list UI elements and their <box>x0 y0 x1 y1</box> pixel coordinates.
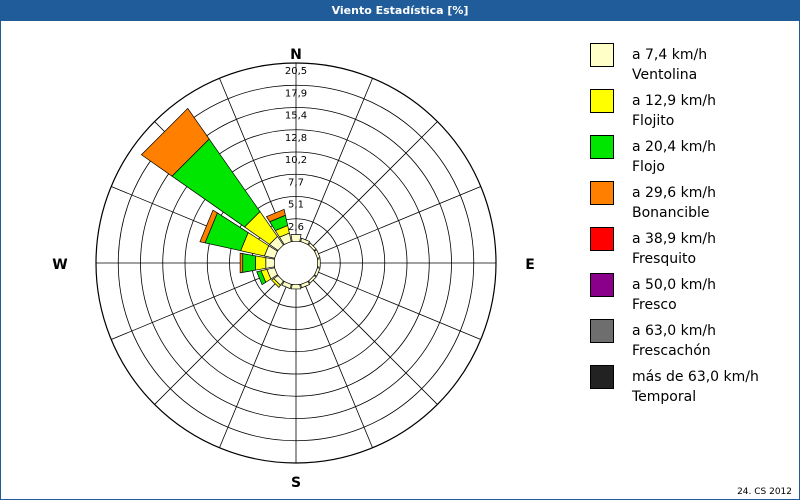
radial-tick-label: 10,2 <box>285 155 307 166</box>
petal-ese-series-0 <box>314 267 321 277</box>
legend-swatch <box>590 135 614 159</box>
legend-label: a 50,0 km/h Fresco <box>632 275 716 315</box>
legend-item: a 7,4 km/h Ventolina <box>590 43 790 89</box>
legend-label: más de 63,0 km/h Temporal <box>632 367 759 407</box>
legend-item: a 38,9 km/h Fresquito <box>590 227 790 273</box>
wind-rose-chart: 2,6 5,1 7,7 10,2 12,8 15,4 17,9 20,5 N E S W <box>52 47 535 491</box>
legend-name: Fresco <box>632 297 677 313</box>
petal-nne-series-0 <box>300 237 311 245</box>
grid-spoke <box>311 278 438 405</box>
petal-w-series-1 <box>255 255 267 271</box>
legend-swatch <box>590 181 614 205</box>
footer-text: 24. CS 2012 <box>737 487 792 497</box>
legend-item: a 50,0 km/h Fresco <box>590 273 790 319</box>
legend-item: a 12,9 km/h Flojito <box>590 89 790 135</box>
petal-n-series-0 <box>290 234 302 242</box>
grid-spoke <box>316 186 481 255</box>
petal-ssw-series-0 <box>281 281 292 290</box>
legend-swatch <box>590 43 614 67</box>
legend-range: a 29,6 km/h <box>632 185 716 201</box>
radial-tick-label: 5,1 <box>288 200 304 211</box>
radial-tick-label: 15,4 <box>285 111 307 122</box>
legend-range: a 7,4 km/h <box>632 47 708 63</box>
legend-range: a 63,0 km/h <box>632 323 716 339</box>
grid-spoke <box>154 278 281 405</box>
petal-wnw-series-3 <box>199 209 218 244</box>
legend-name: Flojito <box>632 113 675 129</box>
legend-swatch <box>590 227 614 251</box>
legend-name: Temporal <box>632 389 697 405</box>
petal-nw-series-3 <box>140 107 210 177</box>
legend-item: a 20,4 km/h Flojo <box>590 135 790 181</box>
legend-item: a 63,0 km/h Frescachón <box>590 319 790 365</box>
radial-tick-label: 12,8 <box>285 133 307 144</box>
radial-tick-label: 2,6 <box>288 222 304 233</box>
petal-w-series-0 <box>265 257 275 269</box>
petal-ne-series-0 <box>308 242 317 251</box>
legend-swatch <box>590 273 614 297</box>
legend-label: a 12,9 km/h Flojito <box>632 91 716 131</box>
legend-name: Frescachón <box>632 343 711 359</box>
legend-label: a 29,6 km/h Bonancible <box>632 183 716 223</box>
legend-range: más de 63,0 km/h <box>632 369 759 385</box>
window-title: Viento Estadística [%] <box>1 1 799 21</box>
petal-ene-series-0 <box>314 249 321 259</box>
grid-spoke <box>219 283 288 448</box>
legend-item: más de 63,0 km/h Temporal <box>590 365 790 411</box>
grid-spoke <box>311 121 438 248</box>
legend-swatch <box>590 365 614 389</box>
legend-name: Bonancible <box>632 205 710 221</box>
legend-label: a 20,4 km/h Flojo <box>632 137 716 177</box>
petal-se-series-0 <box>308 275 317 284</box>
compass-label-n: N <box>290 47 302 63</box>
legend-range: a 20,4 km/h <box>632 139 716 155</box>
radial-tick-label: 17,9 <box>285 88 307 99</box>
legend-name: Flojo <box>632 159 665 175</box>
legend-range: a 38,9 km/h <box>632 231 716 247</box>
legend-range: a 12,9 km/h <box>632 93 716 109</box>
compass-label-s: S <box>291 475 301 491</box>
grid-spoke <box>304 78 373 243</box>
legend-label: a 38,9 km/h Fresquito <box>632 229 716 269</box>
grid-spoke <box>304 283 373 448</box>
petal-sw-series-1 <box>271 278 281 288</box>
petal-s-series-0 <box>291 284 301 290</box>
legend-name: Ventolina <box>632 67 698 83</box>
radial-tick-label: 20,5 <box>285 66 307 77</box>
legend-name: Fresquito <box>632 251 697 267</box>
legend-swatch <box>590 319 614 343</box>
petal-wsw-series-2 <box>256 270 267 286</box>
legend-item: a 29,6 km/h Bonancible <box>590 181 790 227</box>
petal-e-series-0 <box>317 258 321 268</box>
compass-label-e: E <box>525 257 535 273</box>
petal-w-series-3 <box>239 252 244 274</box>
radial-tick-label: 7,7 <box>288 177 304 188</box>
legend-swatch <box>590 89 614 113</box>
petal-sse-series-0 <box>300 281 311 289</box>
legend-label: a 63,0 km/h Frescachón <box>632 321 716 361</box>
compass-label-w: W <box>52 257 67 273</box>
grid-spoke <box>316 271 481 340</box>
petal-nnw-series-3 <box>265 208 286 223</box>
legend-range: a 50,0 km/h <box>632 277 716 293</box>
legend-label: a 7,4 km/h Ventolina <box>632 45 707 85</box>
petal-w-series-2 <box>242 253 256 273</box>
grid-spoke <box>111 271 276 340</box>
